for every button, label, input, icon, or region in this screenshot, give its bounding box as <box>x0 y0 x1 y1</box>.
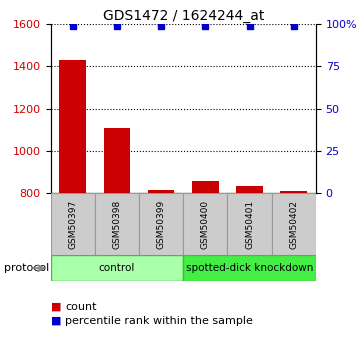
FancyBboxPatch shape <box>183 193 227 255</box>
Text: GSM50397: GSM50397 <box>68 200 77 249</box>
Text: GSM50401: GSM50401 <box>245 200 254 249</box>
Title: GDS1472 / 1624244_at: GDS1472 / 1624244_at <box>103 9 264 23</box>
FancyBboxPatch shape <box>183 255 316 281</box>
Text: GSM50399: GSM50399 <box>157 200 166 249</box>
Text: GSM50402: GSM50402 <box>289 200 298 249</box>
FancyBboxPatch shape <box>95 193 139 255</box>
Text: ■: ■ <box>51 302 61 312</box>
Text: GSM50400: GSM50400 <box>201 200 210 249</box>
Bar <box>148 190 174 193</box>
Text: spotted-dick knockdown: spotted-dick knockdown <box>186 263 313 273</box>
Bar <box>104 128 130 193</box>
Bar <box>59 60 86 193</box>
Bar <box>192 180 219 193</box>
Text: percentile rank within the sample: percentile rank within the sample <box>65 316 253 326</box>
Text: count: count <box>65 302 96 312</box>
Bar <box>236 186 263 193</box>
FancyBboxPatch shape <box>227 193 271 255</box>
FancyBboxPatch shape <box>272 193 316 255</box>
FancyBboxPatch shape <box>51 193 95 255</box>
Text: control: control <box>99 263 135 273</box>
Text: GSM50398: GSM50398 <box>112 200 121 249</box>
FancyBboxPatch shape <box>139 193 183 255</box>
Text: protocol: protocol <box>4 263 49 273</box>
Text: ■: ■ <box>51 316 61 326</box>
FancyBboxPatch shape <box>51 255 183 281</box>
Bar <box>280 191 307 193</box>
